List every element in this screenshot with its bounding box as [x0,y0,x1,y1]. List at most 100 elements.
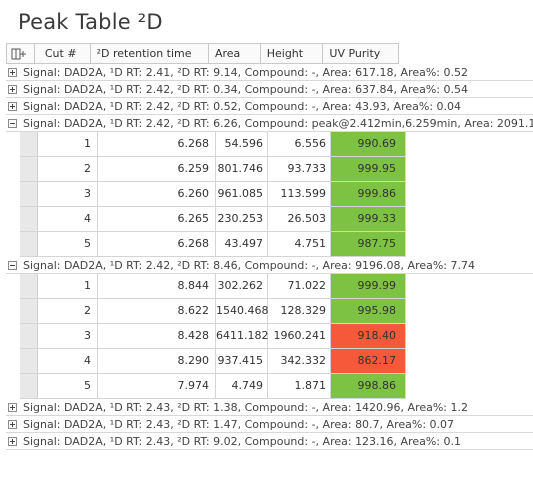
signal-label: Signal: DAD2A, ¹D RT: 2.43, ²D RT: 1.38,… [23,400,469,414]
cell-cut[interactable]: 5 [38,232,98,257]
cell-uv-purity[interactable]: 999.86 [331,182,406,207]
table-row[interactable]: 1 6.268 54.596 6.556 990.69 [6,132,533,157]
row-indent [6,232,20,257]
row-selector[interactable] [20,374,38,399]
column-header-cut[interactable]: Cut # [35,44,91,63]
cell-uv-purity[interactable]: 999.99 [331,274,406,299]
signal-group-row[interactable]: Signal: DAD2A, ¹D RT: 2.42, ²D RT: 8.46,… [6,257,533,274]
signal-group-row[interactable]: Signal: DAD2A, ¹D RT: 2.43, ²D RT: 9.02,… [6,433,533,450]
expand-icon[interactable] [8,101,17,111]
row-indent [6,182,20,207]
cell-area[interactable]: 6411.182 [216,324,269,349]
cell-height[interactable]: 1960.241 [268,324,331,349]
row-indent [6,207,20,232]
signal-group-row[interactable]: Signal: DAD2A, ¹D RT: 2.41, ²D RT: 9.14,… [6,64,533,81]
cell-area[interactable]: 1540.468 [216,299,269,324]
table-row[interactable]: 4 6.265 230.253 26.503 999.33 [6,207,533,232]
cell-cut[interactable]: 4 [38,207,98,232]
row-selector[interactable] [20,349,38,374]
table-row[interactable]: 5 7.974 4.749 1.871 998.86 [6,374,533,399]
signal-group-row[interactable]: Signal: DAD2A, ¹D RT: 2.43, ²D RT: 1.47,… [6,416,533,433]
cell-uv-purity[interactable]: 998.86 [331,374,406,399]
cell-uv-purity[interactable]: 999.95 [331,157,406,182]
signal-label: Signal: DAD2A, ¹D RT: 2.41, ²D RT: 9.14,… [23,65,469,79]
cell-height[interactable]: 26.503 [268,207,331,232]
cell-height[interactable]: 342.332 [268,349,331,374]
signal-group-row[interactable]: Signal: DAD2A, ¹D RT: 2.43, ²D RT: 1.38,… [6,399,533,416]
cell-height[interactable]: 6.556 [268,132,331,157]
column-header-height[interactable]: Height [261,44,324,63]
table-row[interactable]: 3 6.260 961.085 113.599 999.86 [6,182,533,207]
table-row[interactable]: 1 8.844 302.262 71.022 999.99 [6,274,533,299]
cell-uv-purity[interactable]: 999.33 [331,207,406,232]
cell-cut[interactable]: 3 [38,324,98,349]
table-row[interactable]: 3 8.428 6411.182 1960.241 918.40 [6,324,533,349]
row-selector[interactable] [20,132,38,157]
signal-group-row[interactable]: Signal: DAD2A, ¹D RT: 2.42, ²D RT: 6.26,… [6,115,533,132]
row-selector[interactable] [20,157,38,182]
cell-retention-time[interactable]: 6.268 [98,232,216,257]
cell-cut[interactable]: 1 [38,274,98,299]
table-row[interactable]: 4 8.290 937.415 342.332 862.17 [6,349,533,374]
column-header-uv-purity[interactable]: UV Purity [329,47,381,60]
cell-uv-purity[interactable]: 862.17 [331,349,406,374]
collapse-icon[interactable] [8,118,17,128]
table-row[interactable]: 2 8.622 1540.468 128.329 995.98 [6,299,533,324]
collapse-icon[interactable] [8,260,17,270]
cell-cut[interactable]: 5 [38,374,98,399]
cell-retention-time[interactable]: 8.428 [98,324,216,349]
cell-cut[interactable]: 2 [38,157,98,182]
cell-retention-time[interactable]: 6.265 [98,207,216,232]
cell-cut[interactable]: 4 [38,349,98,374]
expand-icon[interactable] [8,402,17,412]
cell-area[interactable]: 302.262 [216,274,268,299]
row-selector[interactable] [20,299,38,324]
cell-cut[interactable]: 3 [38,182,98,207]
cell-retention-time[interactable]: 8.622 [98,299,216,324]
table-row[interactable]: 5 6.268 43.497 4.751 987.75 [6,232,533,257]
expand-icon[interactable] [8,419,17,429]
cell-uv-purity[interactable]: 990.69 [331,132,406,157]
expand-icon[interactable] [8,436,17,446]
signal-group-row[interactable]: Signal: DAD2A, ¹D RT: 2.42, ²D RT: 0.52,… [6,98,533,115]
cell-area[interactable]: 54.596 [216,132,268,157]
row-selector[interactable] [20,324,38,349]
row-selector[interactable] [20,182,38,207]
cell-area[interactable]: 43.497 [216,232,268,257]
row-indent [6,324,20,349]
page-title: Peak Table ²D [18,10,163,34]
cell-retention-time[interactable]: 6.268 [98,132,216,157]
cell-area[interactable]: 4.749 [216,374,268,399]
table-header: Cut # ²D retention time Area Height UV P… [6,43,399,64]
cell-retention-time[interactable]: 8.290 [98,349,216,374]
cell-retention-time[interactable]: 6.260 [98,182,216,207]
row-selector[interactable] [20,207,38,232]
expand-icon[interactable] [8,84,17,94]
cell-height[interactable]: 93.733 [268,157,331,182]
signal-group-row[interactable]: Signal: DAD2A, ¹D RT: 2.42, ²D RT: 0.34,… [6,81,533,98]
cell-height[interactable]: 71.022 [268,274,331,299]
cell-uv-purity[interactable]: 918.40 [331,324,406,349]
cell-height[interactable]: 128.329 [268,299,331,324]
column-header-area[interactable]: Area [209,44,261,63]
cell-retention-time[interactable]: 6.259 [98,157,216,182]
cell-height[interactable]: 113.599 [268,182,331,207]
cell-height[interactable]: 1.871 [268,374,331,399]
cell-area[interactable]: 801.746 [216,157,268,182]
expand-icon[interactable] [8,67,17,77]
column-header-retention-time[interactable]: ²D retention time [91,44,209,63]
cell-area[interactable]: 961.085 [216,182,268,207]
cell-retention-time[interactable]: 8.844 [98,274,216,299]
row-selector[interactable] [20,232,38,257]
cell-uv-purity[interactable]: 995.98 [331,299,406,324]
column-chooser-button[interactable] [7,44,35,63]
cell-uv-purity[interactable]: 987.75 [331,232,406,257]
table-row[interactable]: 2 6.259 801.746 93.733 999.95 [6,157,533,182]
cell-cut[interactable]: 1 [38,132,98,157]
cell-area[interactable]: 230.253 [216,207,268,232]
row-selector[interactable] [20,274,38,299]
cell-height[interactable]: 4.751 [268,232,331,257]
cell-cut[interactable]: 2 [38,299,98,324]
cell-area[interactable]: 937.415 [216,349,268,374]
cell-retention-time[interactable]: 7.974 [98,374,216,399]
